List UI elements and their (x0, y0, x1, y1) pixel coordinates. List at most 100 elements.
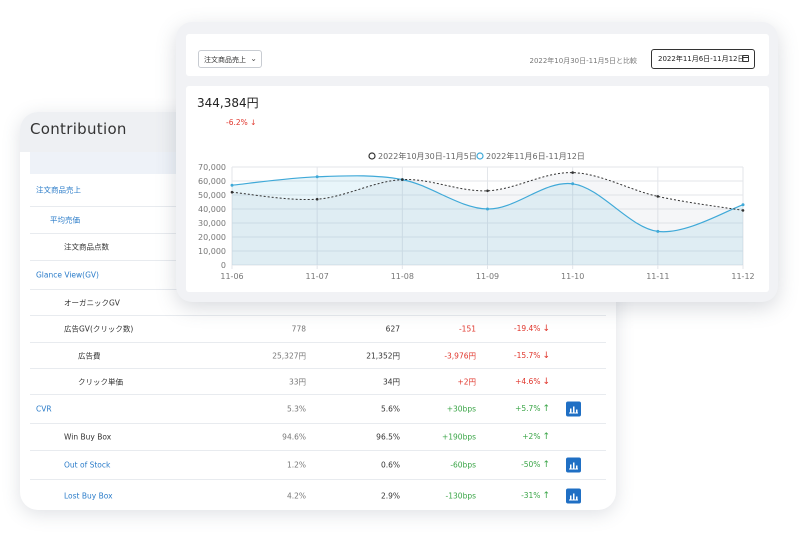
current-value: 0.6% (380, 460, 400, 470)
current-value: 34円 (382, 377, 400, 386)
bar-chart-icon[interactable] (566, 401, 581, 417)
table-row: CVR 5.3% 5.6% +30bps +5.7% ↑ (30, 395, 606, 424)
arrow-up-icon: ↑ (542, 404, 550, 414)
row-label[interactable]: Lost Buy Box (64, 491, 113, 501)
previous-value: 1.2% (286, 460, 306, 470)
previous-series-area (232, 172, 743, 265)
current-value: 2.9% (380, 491, 400, 501)
previous-value: 33円 (288, 377, 306, 386)
current-series-point (571, 182, 575, 186)
previous-series-point (230, 190, 234, 194)
previous-value: 778 (291, 324, 306, 334)
y-tick-label: 20,000 (198, 233, 226, 242)
arrow-down-icon: ↓ (542, 324, 550, 334)
arrow-up-icon: ↑ (542, 491, 550, 501)
row-label: Win Buy Box (64, 432, 112, 442)
line-chart: 0 10,000 20,000 30,000 40,000 50,000 60,000 70,… (198, 151, 755, 281)
difference-value: -3,976円 (444, 351, 476, 360)
row-label[interactable]: 注文商品売上 (36, 185, 81, 195)
percent-change-value: -31% (521, 491, 541, 500)
current-value: 627 (385, 324, 400, 334)
x-tick-label: 11-09 (476, 272, 499, 281)
y-tick-label: 50,000 (198, 191, 226, 200)
percent-change: +5.7% ↑ (515, 404, 550, 414)
previous-value: 25,327円 (272, 351, 306, 360)
toolbar: 注文商品売上 ⌄ 2022年10月30日-11月5日と比較 2022年11月6日… (186, 34, 769, 76)
table-row: オーガニックGV (30, 290, 606, 316)
y-tick-label: 10,000 (198, 247, 226, 256)
current-series-point (486, 207, 489, 211)
percent-change: -19.4% ↓ (514, 324, 550, 334)
previous-series-point (486, 189, 489, 193)
difference-value: -130bps (445, 491, 476, 501)
total-sales-value: 344,384円 (197, 96, 259, 110)
percent-change-value: +4.6% (515, 376, 541, 386)
chevron-down-icon: ⌄ (250, 54, 257, 63)
metric-select-value: 注文商品売上 (204, 56, 246, 64)
x-tick-label: 11-10 (561, 272, 584, 281)
contribution-title: Contribution (30, 120, 127, 138)
chart-panel: 344,384円 -6.2% ↓ 0 10,000 20,000 30,000 40,0… (186, 86, 769, 292)
table-row: クリック単価 33円 34円 +2円 +4.6% ↓ (30, 369, 606, 395)
table-row: Win Buy Box 94.6% 96.5% +190bps +2% ↑ (30, 424, 606, 451)
previous-value: 94.6% (282, 432, 306, 442)
row-label[interactable]: Glance View(GV) (36, 270, 99, 280)
bar-chart-icon[interactable] (566, 488, 581, 504)
previous-series-point (656, 195, 660, 198)
row-label: 広告費 (78, 351, 101, 360)
legend-label: 2022年10月30日-11月5日 (378, 151, 477, 161)
previous-series-point (741, 209, 745, 212)
sales-delta-value: -6.2% (226, 118, 248, 127)
bar-chart-icon[interactable] (566, 457, 581, 473)
percent-change: +4.6% ↓ (515, 377, 550, 387)
percent-change: -31% ↑ (521, 491, 550, 501)
percent-change-value: +5.7% (515, 404, 541, 413)
arrow-up-icon: ↑ (542, 460, 550, 470)
date-range-button[interactable]: 2022年11月6日-11月12日 (651, 49, 755, 69)
current-value: 21,352円 (366, 351, 400, 360)
legend-marker (368, 152, 376, 160)
y-tick-label: 60,000 (198, 177, 226, 186)
percent-change-value: +2% (522, 432, 541, 441)
arrow-down-icon: ↓ (542, 376, 550, 387)
current-value: 5.6% (380, 404, 400, 414)
metric-select[interactable]: 注文商品売上 ⌄ (198, 50, 262, 68)
difference-value: +30bps (446, 404, 476, 414)
previous-series-point (571, 171, 574, 174)
legend-marker (476, 152, 484, 160)
sales-delta: -6.2% ↓ (226, 118, 256, 127)
current-series-area (232, 175, 743, 265)
arrow-down-icon: ↓ (542, 350, 550, 361)
table-row: Lost Buy Box 4.2% 2.9% -130bps -31% ↑ (30, 480, 606, 510)
current-series-point (741, 203, 745, 207)
current-value: 96.5% (376, 432, 400, 442)
difference-value: -151 (458, 324, 476, 334)
row-label: クリック単価 (78, 377, 123, 386)
percent-change-value: -19.4% (513, 324, 541, 333)
row-label[interactable]: Out of Stock (64, 460, 111, 470)
difference-value: +190bps (441, 432, 476, 442)
x-tick-label: 11-11 (646, 272, 669, 281)
calendar-icon (742, 55, 749, 62)
y-tick-label: 70,000 (198, 163, 226, 172)
x-tick-label: 11-06 (220, 272, 243, 281)
row-label: 注文商品点数 (64, 242, 109, 252)
percent-change-value: -50% (521, 460, 541, 469)
row-label[interactable]: CVR (36, 404, 52, 414)
compare-period-text: 2022年10月30日-11月5日と比較 (529, 57, 637, 65)
sales-chart-card: 注文商品売上 ⌄ 2022年10月30日-11月5日と比較 2022年11月6日… (176, 22, 778, 302)
y-tick-label: 0 (221, 261, 226, 270)
legend-label: 2022年11月6日-11月12日 (486, 151, 585, 161)
previous-series-point (401, 178, 404, 181)
current-series-point (315, 175, 319, 179)
y-tick-label: 30,000 (198, 219, 226, 228)
table-row: Out of Stock 1.2% 0.6% -60bps -50% ↑ (30, 451, 606, 480)
x-tick-label: 11-08 (391, 272, 414, 281)
row-label[interactable]: 平均売価 (50, 215, 80, 225)
arrow-up-icon: ↑ (542, 432, 550, 442)
percent-change: -50% ↑ (521, 460, 550, 470)
y-tick-label: 40,000 (198, 205, 226, 214)
current-series-point (230, 183, 234, 187)
x-tick-label: 11-12 (731, 272, 754, 281)
percent-change-value: -15.7% (513, 350, 541, 360)
